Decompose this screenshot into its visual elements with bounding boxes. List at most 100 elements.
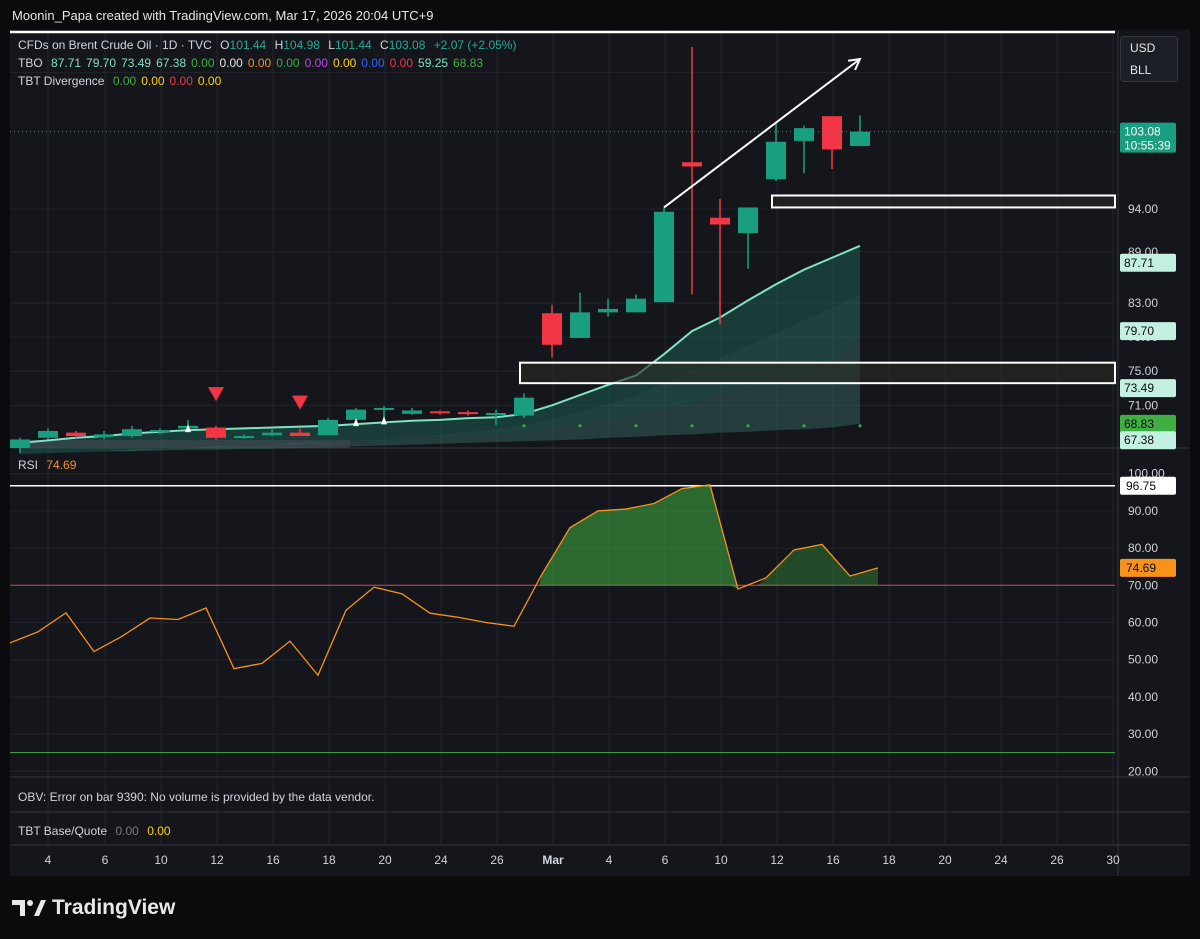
- value-label-bg: [1120, 431, 1176, 450]
- candle-body: [570, 312, 590, 338]
- tbt-bq-value-2: 0.00: [147, 824, 171, 838]
- obv-error-text: OBV: Error on bar 9390: No volume is pro…: [18, 790, 375, 804]
- value-label-text: 68.83: [1124, 417, 1154, 431]
- candles: [10, 47, 870, 454]
- candle-body: [542, 313, 562, 345]
- value-label-bg: [1120, 379, 1176, 398]
- candle-body: [66, 432, 86, 437]
- value-label-text: 87.71: [1124, 256, 1154, 270]
- time-tick-label: 12: [210, 853, 224, 867]
- time-tick-label: 24: [994, 853, 1008, 867]
- candle-body: [598, 308, 618, 313]
- unit-label: BLL: [1130, 63, 1152, 77]
- candle-body: [318, 419, 338, 436]
- tbo-value: 68.83: [453, 56, 484, 70]
- tbt-divergence-name: TBT Divergence: [18, 74, 105, 88]
- chart-frame: [10, 30, 1190, 876]
- low-label: L: [328, 38, 335, 52]
- time-tick-label: 20: [378, 853, 392, 867]
- candle-body: [850, 131, 870, 147]
- value-label-bg: [1120, 414, 1176, 433]
- rsi-overbought-fill: [539, 484, 738, 590]
- buy-signal-marker: [353, 418, 359, 427]
- candle-body: [794, 128, 814, 141]
- rsi-tick-label: 40.00: [1128, 690, 1158, 704]
- candle-body: [94, 434, 114, 437]
- time-tick-label: 16: [266, 853, 280, 867]
- tbo-dot: [634, 424, 638, 428]
- value-label-text: 73.49: [1124, 381, 1154, 395]
- candle-body: [290, 432, 310, 437]
- high-value: 104.98: [283, 38, 320, 52]
- brand-name: TradingView: [52, 896, 176, 919]
- rsi-top-label: 96.75: [1126, 479, 1156, 493]
- rsi-line: [10, 484, 879, 677]
- rsi-tick-label: 60.00: [1128, 616, 1158, 630]
- tbo-legend: TBO 87.71 79.70 73.49 67.38 0.00 0.00 0.00 0.00…: [18, 56, 483, 70]
- open-value: 101.44: [229, 38, 267, 52]
- support-zone: [771, 194, 1116, 209]
- candle-body: [206, 427, 226, 438]
- rsi-name: RSI: [18, 458, 39, 472]
- tbo-value: 0.00: [219, 56, 243, 70]
- candle-body: [458, 412, 478, 415]
- time-tick-label: 30: [1106, 853, 1120, 867]
- rsi-tick-label: 30.00: [1128, 727, 1158, 741]
- price-tick-label: 75.00: [1128, 364, 1158, 378]
- time-tick-label: 10: [714, 853, 728, 867]
- time-tick-label: 4: [45, 853, 52, 867]
- symbol-title: CFDs on Brent Crude Oil · 1D · TVC: [18, 38, 212, 52]
- time-tick-label: Mar: [542, 853, 564, 867]
- tradingview-brand[interactable]: TradingView: [12, 896, 175, 922]
- chart-canvas[interactable]: 110.0094.0089.0083.0079.0075.0071.00103.…: [10, 30, 1190, 876]
- close-label: C: [380, 38, 389, 52]
- tbo-base-fill: [10, 440, 350, 448]
- rsi-tick-label: 80.00: [1128, 541, 1158, 555]
- candle-body: [654, 211, 674, 303]
- time-tick-label: 26: [490, 853, 504, 867]
- tbo-value: 79.70: [86, 56, 117, 70]
- attribution-text: Moonin_Papa created with TradingView.com…: [12, 8, 434, 23]
- tbo-value: 87.71: [51, 56, 82, 70]
- tbo-value: 0.00: [276, 56, 300, 70]
- attribution-bar: Moonin_Papa created with TradingView.com…: [0, 0, 1200, 30]
- time-tick-label: 18: [322, 853, 336, 867]
- time-tick-label: 26: [1050, 853, 1064, 867]
- tbo-dot: [578, 424, 582, 428]
- currency-unit-box[interactable]: USD BLL: [1120, 36, 1178, 82]
- tbt-bq-name: TBT Base/Quote: [18, 824, 108, 838]
- candle-body: [738, 207, 758, 234]
- price-tick-label: 94.00: [1128, 202, 1158, 216]
- rsi-tick-label: 50.00: [1128, 653, 1158, 667]
- tbt-divergence-value: 0.00: [197, 74, 222, 88]
- tbo-value: 0.00: [389, 56, 414, 70]
- support-zone: [519, 361, 1116, 385]
- tbt-divergence-value: 0.00: [141, 74, 165, 88]
- tbo-value: 67.38: [156, 56, 187, 70]
- candle-body: [374, 407, 394, 410]
- candle-body: [402, 410, 422, 414]
- tbo-value: 0.00: [247, 56, 272, 70]
- high-label: H: [274, 38, 284, 52]
- tbt-divergence-legend: TBT Divergence 0.00 0.00 0.00 0.00: [18, 74, 221, 88]
- value-label-bg: [1120, 122, 1176, 153]
- time-tick-label: 12: [770, 853, 784, 867]
- sell-signal-marker: [292, 395, 308, 410]
- candle-body: [262, 432, 282, 436]
- tbo-dot: [802, 424, 806, 428]
- value-label-bg: [1120, 322, 1176, 341]
- value-label-text: 79.70: [1124, 324, 1154, 338]
- candle-body: [626, 298, 646, 313]
- tbo-value: 0.00: [332, 56, 357, 70]
- candle-body: [430, 411, 450, 414]
- tbt-bq-value-1: 0.00: [115, 824, 139, 838]
- rsi-value-label: 74.69: [1126, 561, 1156, 575]
- rsi-top-label-bg: [1120, 476, 1176, 495]
- currency-label: USD: [1130, 41, 1156, 55]
- tbt-divergence-value: 0.00: [169, 74, 193, 88]
- price-tick-label: 83.00: [1128, 296, 1158, 310]
- time-tick-label: 18: [882, 853, 896, 867]
- rsi-legend: RSI 74.69: [18, 458, 76, 472]
- rsi-tick-label: 20.00: [1128, 764, 1158, 778]
- candle-body: [234, 436, 254, 439]
